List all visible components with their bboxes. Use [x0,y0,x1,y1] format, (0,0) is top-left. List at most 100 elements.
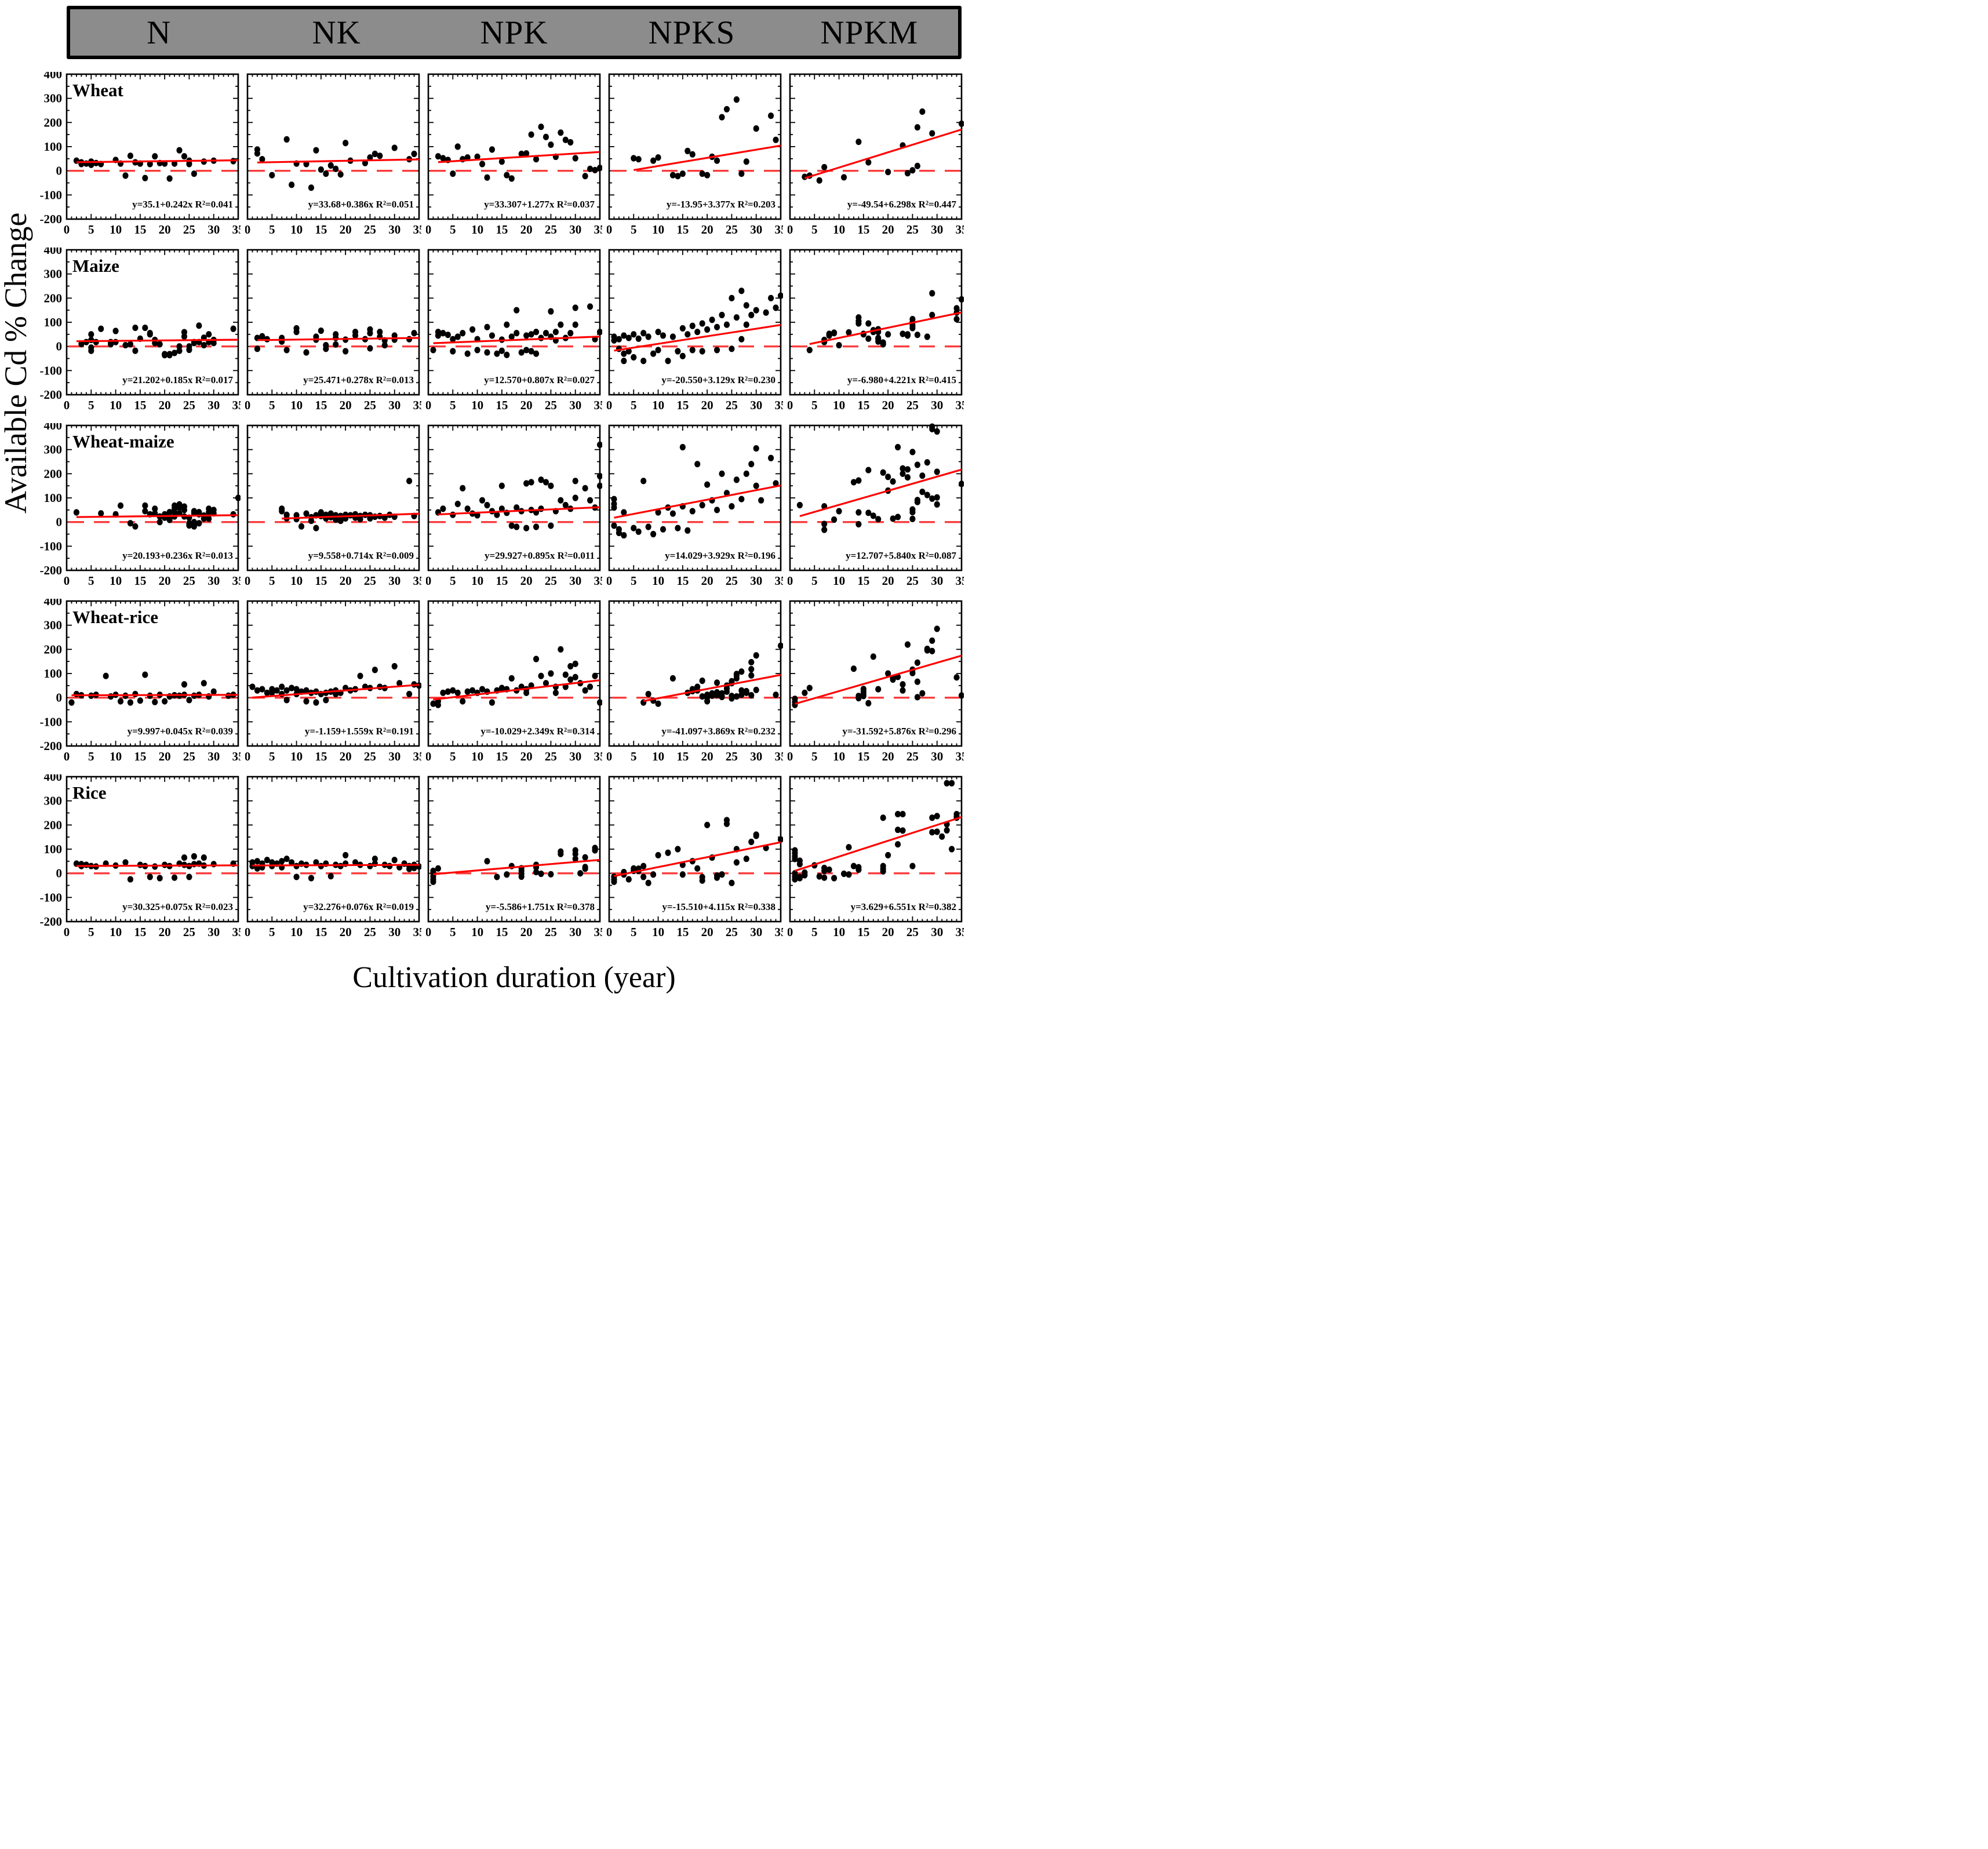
svg-text:30: 30 [931,749,943,763]
svg-text:10: 10 [652,925,664,939]
svg-text:0: 0 [788,574,793,588]
svg-text:15: 15 [676,398,689,412]
svg-text:5: 5 [450,749,456,763]
panel-wheat-rice-nk: 0 5 10 15 20 25 30 35 y=-1.159+1.559x R²=0.191 [245,599,425,771]
equation-label: y=14.029+3.929x R²=0.196 [665,550,775,561]
svg-text:35: 35 [775,574,784,588]
svg-text:5: 5 [450,574,456,588]
svg-text:200: 200 [44,818,63,832]
svg-text:30: 30 [931,223,943,236]
svg-text:15: 15 [676,925,689,939]
svg-text:10: 10 [110,398,122,412]
column-header-npkm: NPKM [820,14,919,51]
scatter-plot: 0 5 10 15 20 25 30 35 400 300 200 100 0 -100 -200 Wheat… [40,67,245,236]
x-tick-labels: 0 5 10 15 20 25 30 35 [425,223,606,236]
regression-line [76,514,239,518]
svg-text:5: 5 [269,925,275,939]
svg-text:35: 35 [232,749,241,763]
svg-text:100: 100 [44,491,63,505]
svg-text:25: 25 [364,223,376,236]
svg-text:30: 30 [207,398,220,412]
column-header-n: N [147,14,172,51]
svg-text:20: 20 [340,925,352,939]
axis-ticks [66,74,239,220]
regression-line [795,654,962,705]
panel-row-wheat-maize: 051015202530354003002001000-100-200Wheat… [6,418,970,595]
svg-text:10: 10 [833,398,845,412]
svg-text:15: 15 [496,574,508,588]
scatter-plot: 0 5 10 15 20 25 30 35 y=25.471+0.278x R²=0.013 [245,249,425,412]
panel-maize-npks: 0 5 10 15 20 25 30 35 y=-20.550+3.129x R²=0.230 [606,247,787,420]
x-tick-labels: 0 5 10 15 20 25 30 35 [425,925,606,939]
scatter-plot: 0 5 10 15 20 25 30 35 y=-13.95+3.377x R²=0.203 [606,73,787,236]
svg-text:0: 0 [64,749,70,763]
svg-text:35: 35 [775,398,784,412]
scatter-plot: 0 5 10 15 20 25 30 35 y=-15.510+4.115x R²=0.338 [606,776,787,939]
column-header-npks: NPKS [648,14,736,51]
axis-ticks [609,249,781,395]
svg-text:0: 0 [64,223,70,236]
svg-text:-100: -100 [40,890,63,904]
svg-text:20: 20 [159,223,171,236]
data-points [640,642,784,707]
svg-text:5: 5 [88,749,94,763]
axis-ticks [609,776,781,922]
svg-text:25: 25 [906,574,919,588]
svg-text:30: 30 [388,749,400,763]
data-points [430,646,603,708]
y-tick-labels: 400 300 200 100 0 -100 -200 [40,418,63,577]
svg-text:30: 30 [388,223,400,236]
svg-text:35: 35 [956,749,964,763]
svg-text:35: 35 [594,398,603,412]
scatter-plot: 0 5 10 15 20 25 30 35 y=32.276+0.076x R²=0.019 [245,776,425,939]
scatter-plot: 0 5 10 15 20 25 30 35 y=12.707+5.840x R²=0.087 [787,423,968,588]
svg-text:15: 15 [134,749,146,763]
svg-text:25: 25 [183,574,195,588]
svg-text:30: 30 [750,223,762,236]
svg-text:30: 30 [207,223,220,236]
regression-line [799,468,962,518]
svg-text:30: 30 [207,574,220,588]
x-tick-labels: 0 5 10 15 20 25 30 35 [425,749,606,763]
svg-text:0: 0 [64,574,70,588]
regression-line [614,841,781,877]
svg-text:30: 30 [388,398,400,412]
svg-text:35: 35 [232,398,241,412]
axis-ticks [789,600,962,747]
svg-text:15: 15 [315,223,327,236]
svg-text:10: 10 [471,925,483,939]
svg-text:15: 15 [676,749,689,763]
svg-text:5: 5 [811,925,818,939]
svg-text:35: 35 [594,749,603,763]
svg-text:35: 35 [413,574,422,588]
panel-maize-npk: 0 5 10 15 20 25 30 35 y=12.570+0.807x R²=0.027 [425,247,606,420]
axis-ticks [66,600,239,747]
equation-label: y=-15.510+4.115x R²=0.338 [662,901,775,912]
svg-text:35: 35 [413,749,422,763]
svg-text:20: 20 [882,223,894,236]
equation-label: y=29.927+0.895x R²=0.011 [485,550,595,561]
panel-wheat-npks: 0 5 10 15 20 25 30 35 y=-13.95+3.377x R²=0.203 [606,72,787,244]
x-tick-labels: 0 5 10 15 20 25 30 35 [245,749,425,763]
svg-text:5: 5 [269,574,275,588]
panel-wheat-npkm: 0 5 10 15 20 25 30 35 y=-49.54+6.298x R²=0.447 [787,72,968,244]
svg-text:15: 15 [857,574,869,588]
svg-text:35: 35 [232,925,241,939]
equation-label: y=25.471+0.278x R²=0.013 [303,374,414,385]
axis-ticks [247,600,420,747]
svg-text:5: 5 [631,749,637,763]
data-points [430,845,598,885]
svg-text:10: 10 [833,925,845,939]
svg-text:-200: -200 [40,563,63,577]
svg-text:20: 20 [520,574,533,588]
x-tick-labels: 0 5 10 15 20 25 30 35 [425,398,606,412]
svg-text:15: 15 [134,223,146,236]
axis-ticks [428,600,600,747]
scatter-plot: 0 5 10 15 20 25 30 35 400 300 200 100 0 -100 -200 Wheat… [40,594,245,763]
svg-text:30: 30 [750,925,762,939]
svg-text:10: 10 [833,223,845,236]
svg-text:35: 35 [775,749,784,763]
svg-text:35: 35 [956,223,964,236]
svg-text:30: 30 [207,749,220,763]
svg-text:20: 20 [159,398,171,412]
